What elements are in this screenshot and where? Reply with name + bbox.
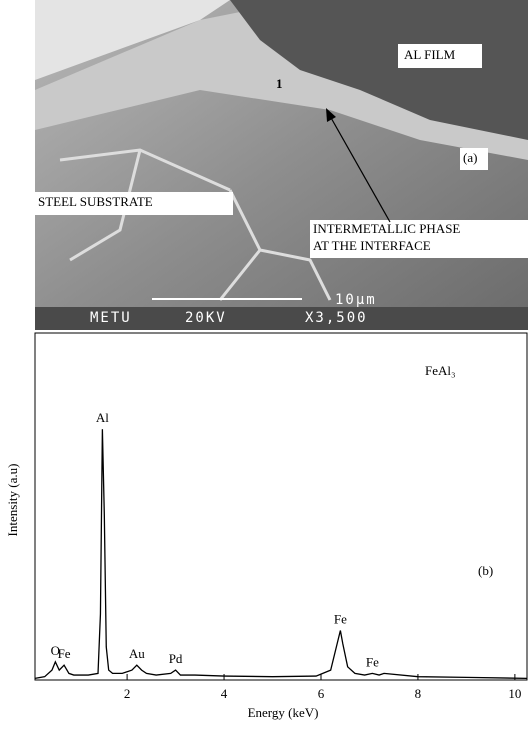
- x-tick-label: 8: [415, 686, 422, 701]
- chart-title: FeAl₃: [425, 363, 456, 378]
- info-scale: 10µm: [335, 292, 377, 308]
- panel-a-label: (a): [463, 150, 477, 165]
- peak-label: Pd: [169, 651, 183, 666]
- peak-label: Au: [129, 646, 145, 661]
- sem-image: METU 20KV 10µm X3,500 AL FILM 1 (a) STEE…: [35, 0, 528, 330]
- phase-label: AT THE INTERFACE: [313, 238, 431, 253]
- x-tick-label: 4: [221, 686, 228, 701]
- peak-label: Fe: [334, 611, 347, 626]
- phase-label: INTERMETALLIC PHASE: [313, 221, 460, 236]
- x-tick-label: 2: [124, 686, 131, 701]
- x-tick-label: 10: [508, 686, 521, 701]
- peak-label: Fe: [58, 646, 71, 661]
- info-voltage: 20KV: [185, 310, 227, 326]
- x-tick-label: 6: [318, 686, 325, 701]
- substrate-label: STEEL SUBSTRATE: [38, 194, 153, 209]
- plot-frame: [35, 333, 527, 680]
- panel-b-label: (b): [478, 563, 493, 578]
- figure: METU 20KV 10µm X3,500 AL FILM 1 (a) STEE…: [0, 0, 529, 729]
- spectrum-line: [35, 429, 527, 678]
- info-magnification: X3,500: [305, 310, 368, 326]
- peak-label: Fe: [366, 654, 379, 669]
- marker: 1: [276, 76, 283, 91]
- y-axis-label: Intensity (a.u): [5, 464, 20, 537]
- peak-label: Al: [96, 410, 109, 425]
- film-label: AL FILM: [404, 47, 456, 62]
- info-lab: METU: [90, 310, 132, 326]
- x-axis-label: Energy (keV): [248, 705, 319, 720]
